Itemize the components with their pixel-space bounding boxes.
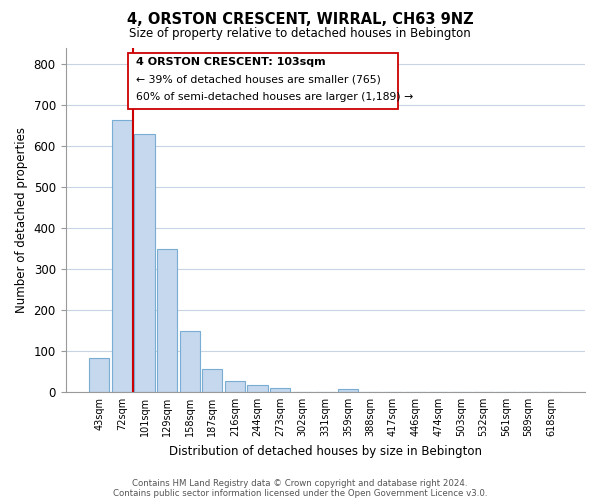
Bar bbox=[338, 388, 358, 392]
Y-axis label: Number of detached properties: Number of detached properties bbox=[15, 126, 28, 312]
Bar bbox=[270, 388, 290, 392]
Bar bbox=[89, 358, 109, 392]
Text: ← 39% of detached houses are smaller (765): ← 39% of detached houses are smaller (76… bbox=[136, 74, 380, 85]
Bar bbox=[225, 381, 245, 392]
Text: 60% of semi-detached houses are larger (1,189) →: 60% of semi-detached houses are larger (… bbox=[136, 92, 413, 102]
Text: 4, ORSTON CRESCENT, WIRRAL, CH63 9NZ: 4, ORSTON CRESCENT, WIRRAL, CH63 9NZ bbox=[127, 12, 473, 28]
Bar bbox=[202, 368, 223, 392]
Bar bbox=[112, 120, 132, 392]
X-axis label: Distribution of detached houses by size in Bebington: Distribution of detached houses by size … bbox=[169, 444, 482, 458]
Bar bbox=[179, 331, 200, 392]
Text: Contains HM Land Registry data © Crown copyright and database right 2024.: Contains HM Land Registry data © Crown c… bbox=[132, 478, 468, 488]
Text: 4 ORSTON CRESCENT: 103sqm: 4 ORSTON CRESCENT: 103sqm bbox=[136, 57, 325, 67]
Text: Size of property relative to detached houses in Bebington: Size of property relative to detached ho… bbox=[129, 28, 471, 40]
Bar bbox=[134, 134, 155, 392]
Bar bbox=[247, 384, 268, 392]
Text: Contains public sector information licensed under the Open Government Licence v3: Contains public sector information licen… bbox=[113, 488, 487, 498]
Bar bbox=[157, 249, 177, 392]
FancyBboxPatch shape bbox=[128, 52, 398, 110]
